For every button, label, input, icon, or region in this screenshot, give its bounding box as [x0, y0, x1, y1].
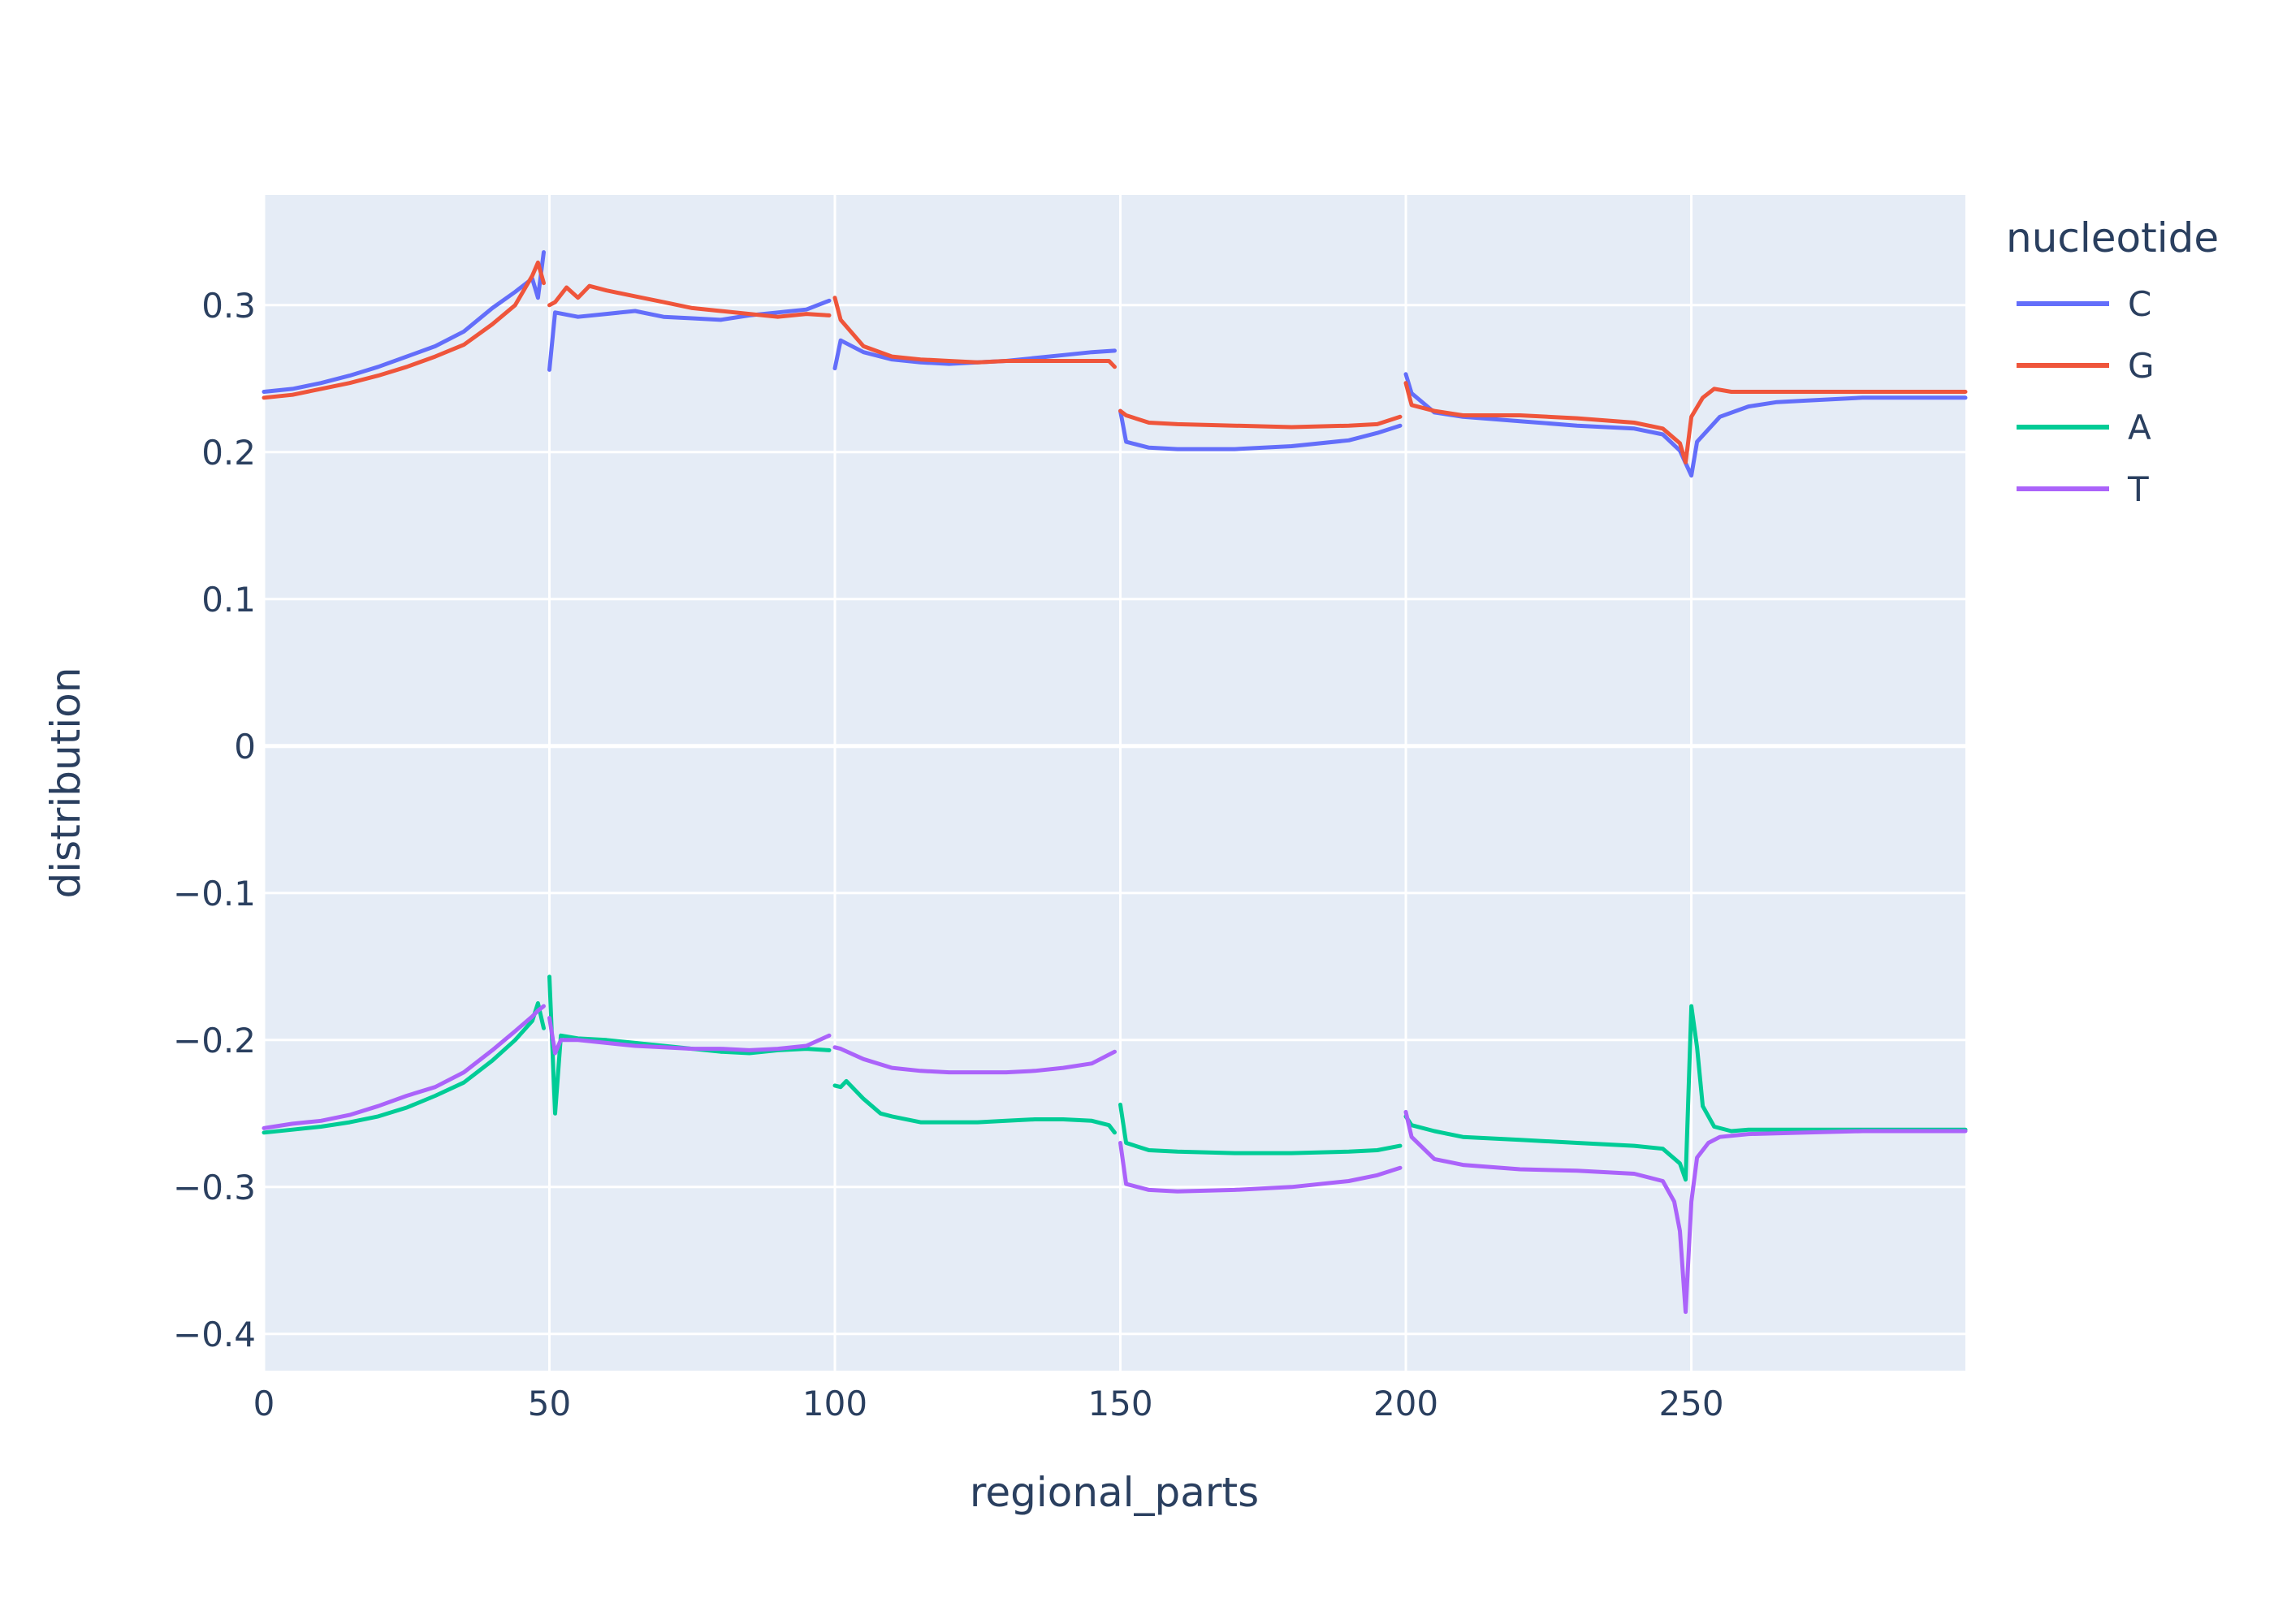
- series-line-G: [1403, 381, 1968, 464]
- legend-label-G: G: [2128, 346, 2155, 386]
- x-axis-title: regional_parts: [970, 1469, 1259, 1516]
- x-tick-label: 200: [1373, 1384, 1438, 1423]
- y-tick-label: −0.2: [173, 1021, 256, 1060]
- plot-background: [264, 195, 1965, 1371]
- legend-label-C: C: [2128, 284, 2151, 324]
- y-axis-title: distribution: [42, 667, 89, 899]
- x-tick-label: 150: [1087, 1384, 1152, 1423]
- y-tick-label: 0: [234, 727, 256, 767]
- legend-label-T: T: [2127, 469, 2149, 509]
- series-line-A: [832, 1078, 1117, 1135]
- series-line-T: [1118, 1141, 1403, 1194]
- y-tick-label: 0.3: [201, 286, 256, 326]
- series-line-G: [832, 296, 1117, 369]
- series-line-C: [547, 298, 832, 372]
- series-line-T: [1403, 1109, 1968, 1315]
- x-tick-label: 100: [802, 1384, 867, 1423]
- series-line-T: [262, 1004, 546, 1130]
- series-lines: [262, 250, 1968, 1315]
- x-axis-ticks: 0 50 100 150 200 250: [253, 1384, 1724, 1423]
- series-line-G: [262, 260, 546, 400]
- x-tick-label: 50: [528, 1384, 571, 1423]
- y-tick-label: −0.4: [173, 1315, 256, 1354]
- series-line-A: [262, 1001, 546, 1135]
- series-line-A: [1118, 1102, 1403, 1155]
- x-tick-label: 250: [1658, 1384, 1723, 1423]
- y-tick-label: −0.3: [173, 1168, 256, 1207]
- y-tick-label: 0.1: [201, 580, 256, 620]
- x-tick-label: 0: [253, 1384, 275, 1423]
- y-tick-label: −0.1: [173, 874, 256, 914]
- series-line-G: [547, 283, 832, 319]
- legend-label-A: A: [2128, 408, 2151, 447]
- series-line-A: [1403, 1004, 1968, 1182]
- series-line-G: [1118, 408, 1403, 430]
- grid-lines: [262, 195, 1965, 1371]
- series-line-T: [547, 1016, 832, 1056]
- series-line-T: [832, 1045, 1117, 1075]
- legend-title: nucleotide: [2006, 214, 2219, 261]
- y-tick-label: 0.2: [201, 433, 256, 473]
- y-axis-ticks: 0.3 0.2 0.1 0 −0.1 −0.2 −0.3 −0.4: [173, 286, 256, 1354]
- series-line-C: [1118, 408, 1403, 451]
